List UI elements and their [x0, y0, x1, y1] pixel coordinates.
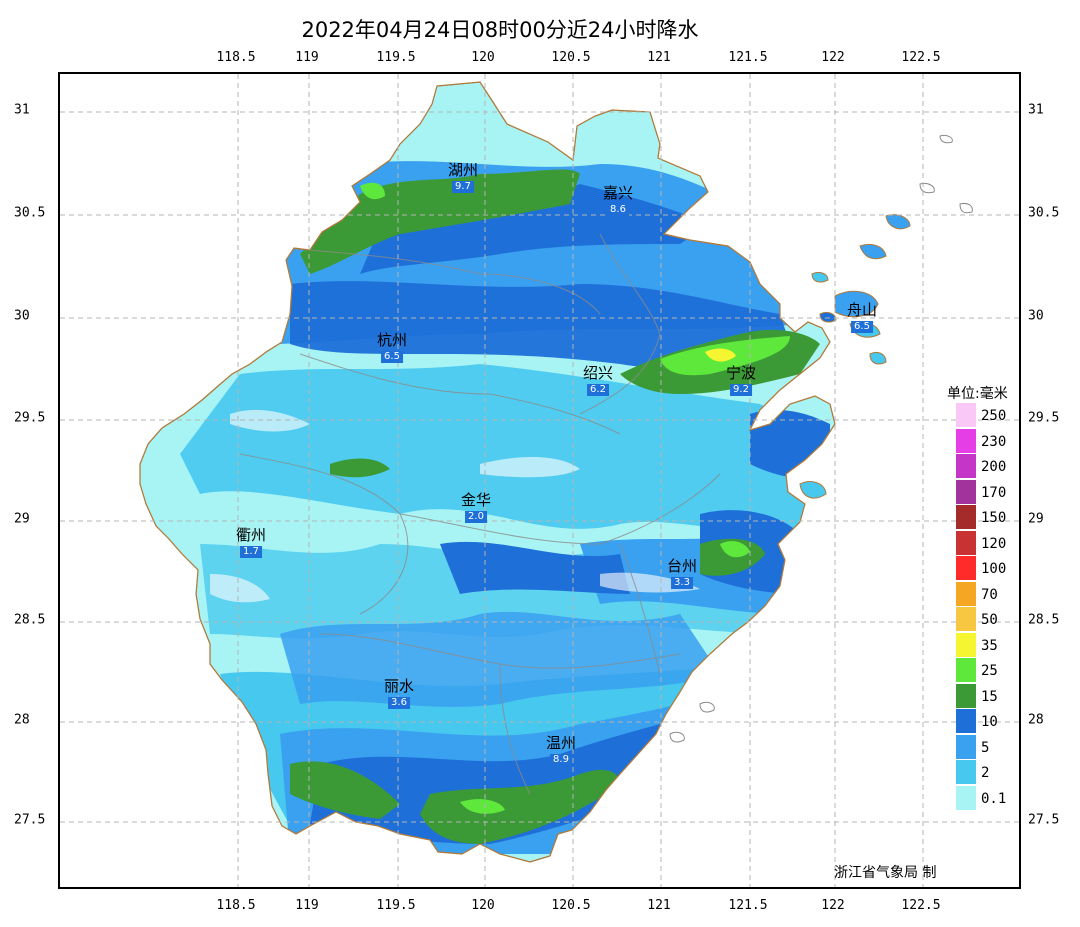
lat-tick-left: 29.5	[14, 410, 46, 426]
legend-label: 150	[981, 510, 1007, 526]
legend-label: 25	[981, 663, 998, 679]
zhoushan-islands	[669, 135, 973, 743]
lon-tick-top: 120.5	[551, 50, 591, 65]
legend-swatch	[956, 454, 976, 478]
legend-swatch	[956, 709, 976, 733]
legend-swatch	[956, 658, 976, 682]
lon-tick-top: 122	[821, 50, 845, 65]
lon-tick-bottom: 120	[471, 898, 495, 913]
legend-label: 250	[981, 408, 1007, 424]
city-rain-value: 6.2	[587, 384, 609, 396]
city-rain-value: 8.6	[607, 204, 629, 216]
legend-swatch	[956, 734, 976, 759]
legend-label: 170	[981, 484, 1007, 501]
lat-tick-right: 28.5	[1028, 612, 1060, 628]
lon-tick-bottom: 121	[647, 898, 671, 913]
city-name-label: 金华	[460, 491, 492, 509]
lon-tick-top: 118.5	[216, 50, 256, 65]
rain-fields	[140, 82, 835, 862]
city-rain-value: 8.9	[550, 754, 572, 766]
lon-tick-top: 122.5	[901, 50, 941, 65]
city-name-label: 衢州	[235, 526, 267, 544]
legend-swatch	[956, 530, 976, 555]
legend-swatch	[956, 785, 976, 810]
legend-label: 100	[981, 561, 1007, 577]
lat-tick-left: 29	[14, 511, 30, 527]
legend-label: 35	[981, 637, 998, 654]
lat-tick-right: 30.5	[1028, 205, 1060, 221]
city-name-label: 丽水	[383, 677, 415, 695]
city-name-label: 宁波	[725, 364, 757, 382]
city-rain-value: 1.7	[240, 546, 262, 558]
map-title: 2022年04月24日08时00分近24小时降水	[301, 18, 699, 42]
legend-swatch	[956, 683, 976, 708]
city-rain-value: 9.2	[730, 384, 752, 396]
lat-tick-right: 31	[1028, 102, 1044, 118]
lon-tick-bottom: 119	[295, 898, 319, 913]
lon-tick-top: 121	[647, 50, 671, 65]
lon-tick-top: 121.5	[728, 50, 768, 65]
city-rain-value: 3.6	[388, 697, 410, 709]
lat-tick-right: 30	[1028, 308, 1044, 324]
city-rain-value: 6.5	[851, 321, 873, 333]
legend-label: 120	[981, 535, 1007, 552]
lat-tick-left: 28.5	[14, 612, 46, 628]
city-rain-value: 2.0	[465, 511, 487, 523]
legend-label: 2	[981, 765, 990, 781]
lat-tick-left: 31	[14, 102, 30, 118]
lat-tick-right: 29	[1028, 511, 1044, 527]
legend-swatch	[956, 607, 976, 631]
lat-tick-right: 28	[1028, 712, 1044, 728]
lon-tick-top: 119	[295, 50, 319, 65]
legend-swatch	[956, 556, 976, 580]
city-rain-value: 9.7	[452, 181, 474, 193]
lon-tick-bottom: 122.5	[901, 898, 941, 913]
city-name-label: 嘉兴	[602, 184, 634, 202]
legend-swatch	[956, 428, 976, 453]
legend-label: 50	[981, 612, 998, 628]
lon-tick-top: 120	[471, 50, 495, 65]
lon-tick-bottom: 119.5	[376, 898, 416, 913]
lon-tick-bottom: 121.5	[728, 898, 768, 913]
city-name-label: 湖州	[447, 161, 479, 179]
city-rain-value: 6.5	[381, 351, 403, 363]
lon-tick-bottom: 122	[821, 898, 845, 913]
lon-tick-bottom: 120.5	[551, 898, 591, 913]
map-frame	[58, 72, 1021, 889]
lon-tick-bottom: 118.5	[216, 898, 256, 913]
city-name-label: 绍兴	[582, 364, 614, 382]
city-name-label: 杭州	[376, 331, 408, 349]
lon-tick-top: 119.5	[376, 50, 416, 65]
lat-tick-right: 29.5	[1028, 410, 1060, 426]
legend-swatch	[956, 760, 976, 784]
legend-label: 15	[981, 688, 998, 705]
city-name-label: 台州	[666, 557, 698, 575]
graticule	[60, 74, 1019, 887]
legend-swatch	[956, 505, 976, 529]
legend-label: 70	[981, 586, 998, 603]
city-name-label: 舟山	[846, 301, 878, 319]
credit-text: 浙江省气象局 制	[834, 865, 937, 881]
legend-label: 5	[981, 739, 990, 756]
lat-tick-left: 28	[14, 712, 30, 728]
legend-swatch	[956, 403, 976, 427]
legend-title: 单位:毫米	[947, 386, 1008, 402]
lat-tick-left: 27.5	[14, 812, 46, 828]
legend-swatch	[956, 479, 976, 504]
legend-swatch	[956, 581, 976, 606]
city-rain-value: 3.3	[671, 577, 693, 589]
lat-tick-left: 30.5	[14, 205, 46, 221]
precipitation-map	[60, 74, 1019, 887]
legend-label: 10	[981, 714, 998, 730]
legend-label: 200	[981, 459, 1007, 475]
city-name-label: 温州	[545, 734, 577, 752]
legend-label: 0.1	[981, 790, 1007, 807]
legend-label: 230	[981, 433, 1007, 450]
lat-tick-left: 30	[14, 308, 30, 324]
legend-swatch	[956, 632, 976, 657]
lat-tick-right: 27.5	[1028, 812, 1060, 828]
